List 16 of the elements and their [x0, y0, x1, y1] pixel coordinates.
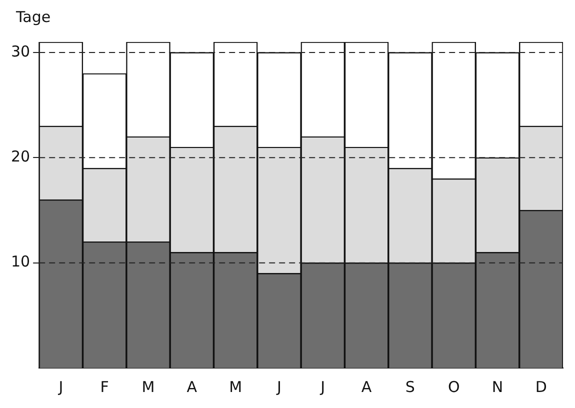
x-tick-label: F — [100, 378, 109, 396]
y-tick-label: 30 — [10, 42, 30, 60]
x-tick-label: D — [535, 378, 547, 396]
x-tick-label: S — [405, 378, 415, 396]
x-tick-label: A — [186, 378, 198, 396]
x-tick-label: J — [58, 378, 64, 396]
x-tick-label: N — [492, 378, 504, 396]
x-tick-label: O — [448, 378, 460, 396]
y-tick-label: 20 — [10, 148, 30, 166]
x-tick-label: M — [142, 378, 155, 396]
x-tick-label: A — [361, 378, 372, 396]
x-tick-label: M — [229, 378, 242, 396]
x-tick-label: J — [320, 378, 326, 396]
x-tick-label: J — [276, 378, 282, 396]
y-axis-title: Tage — [16, 8, 51, 26]
y-tick-label: 10 — [10, 252, 30, 271]
